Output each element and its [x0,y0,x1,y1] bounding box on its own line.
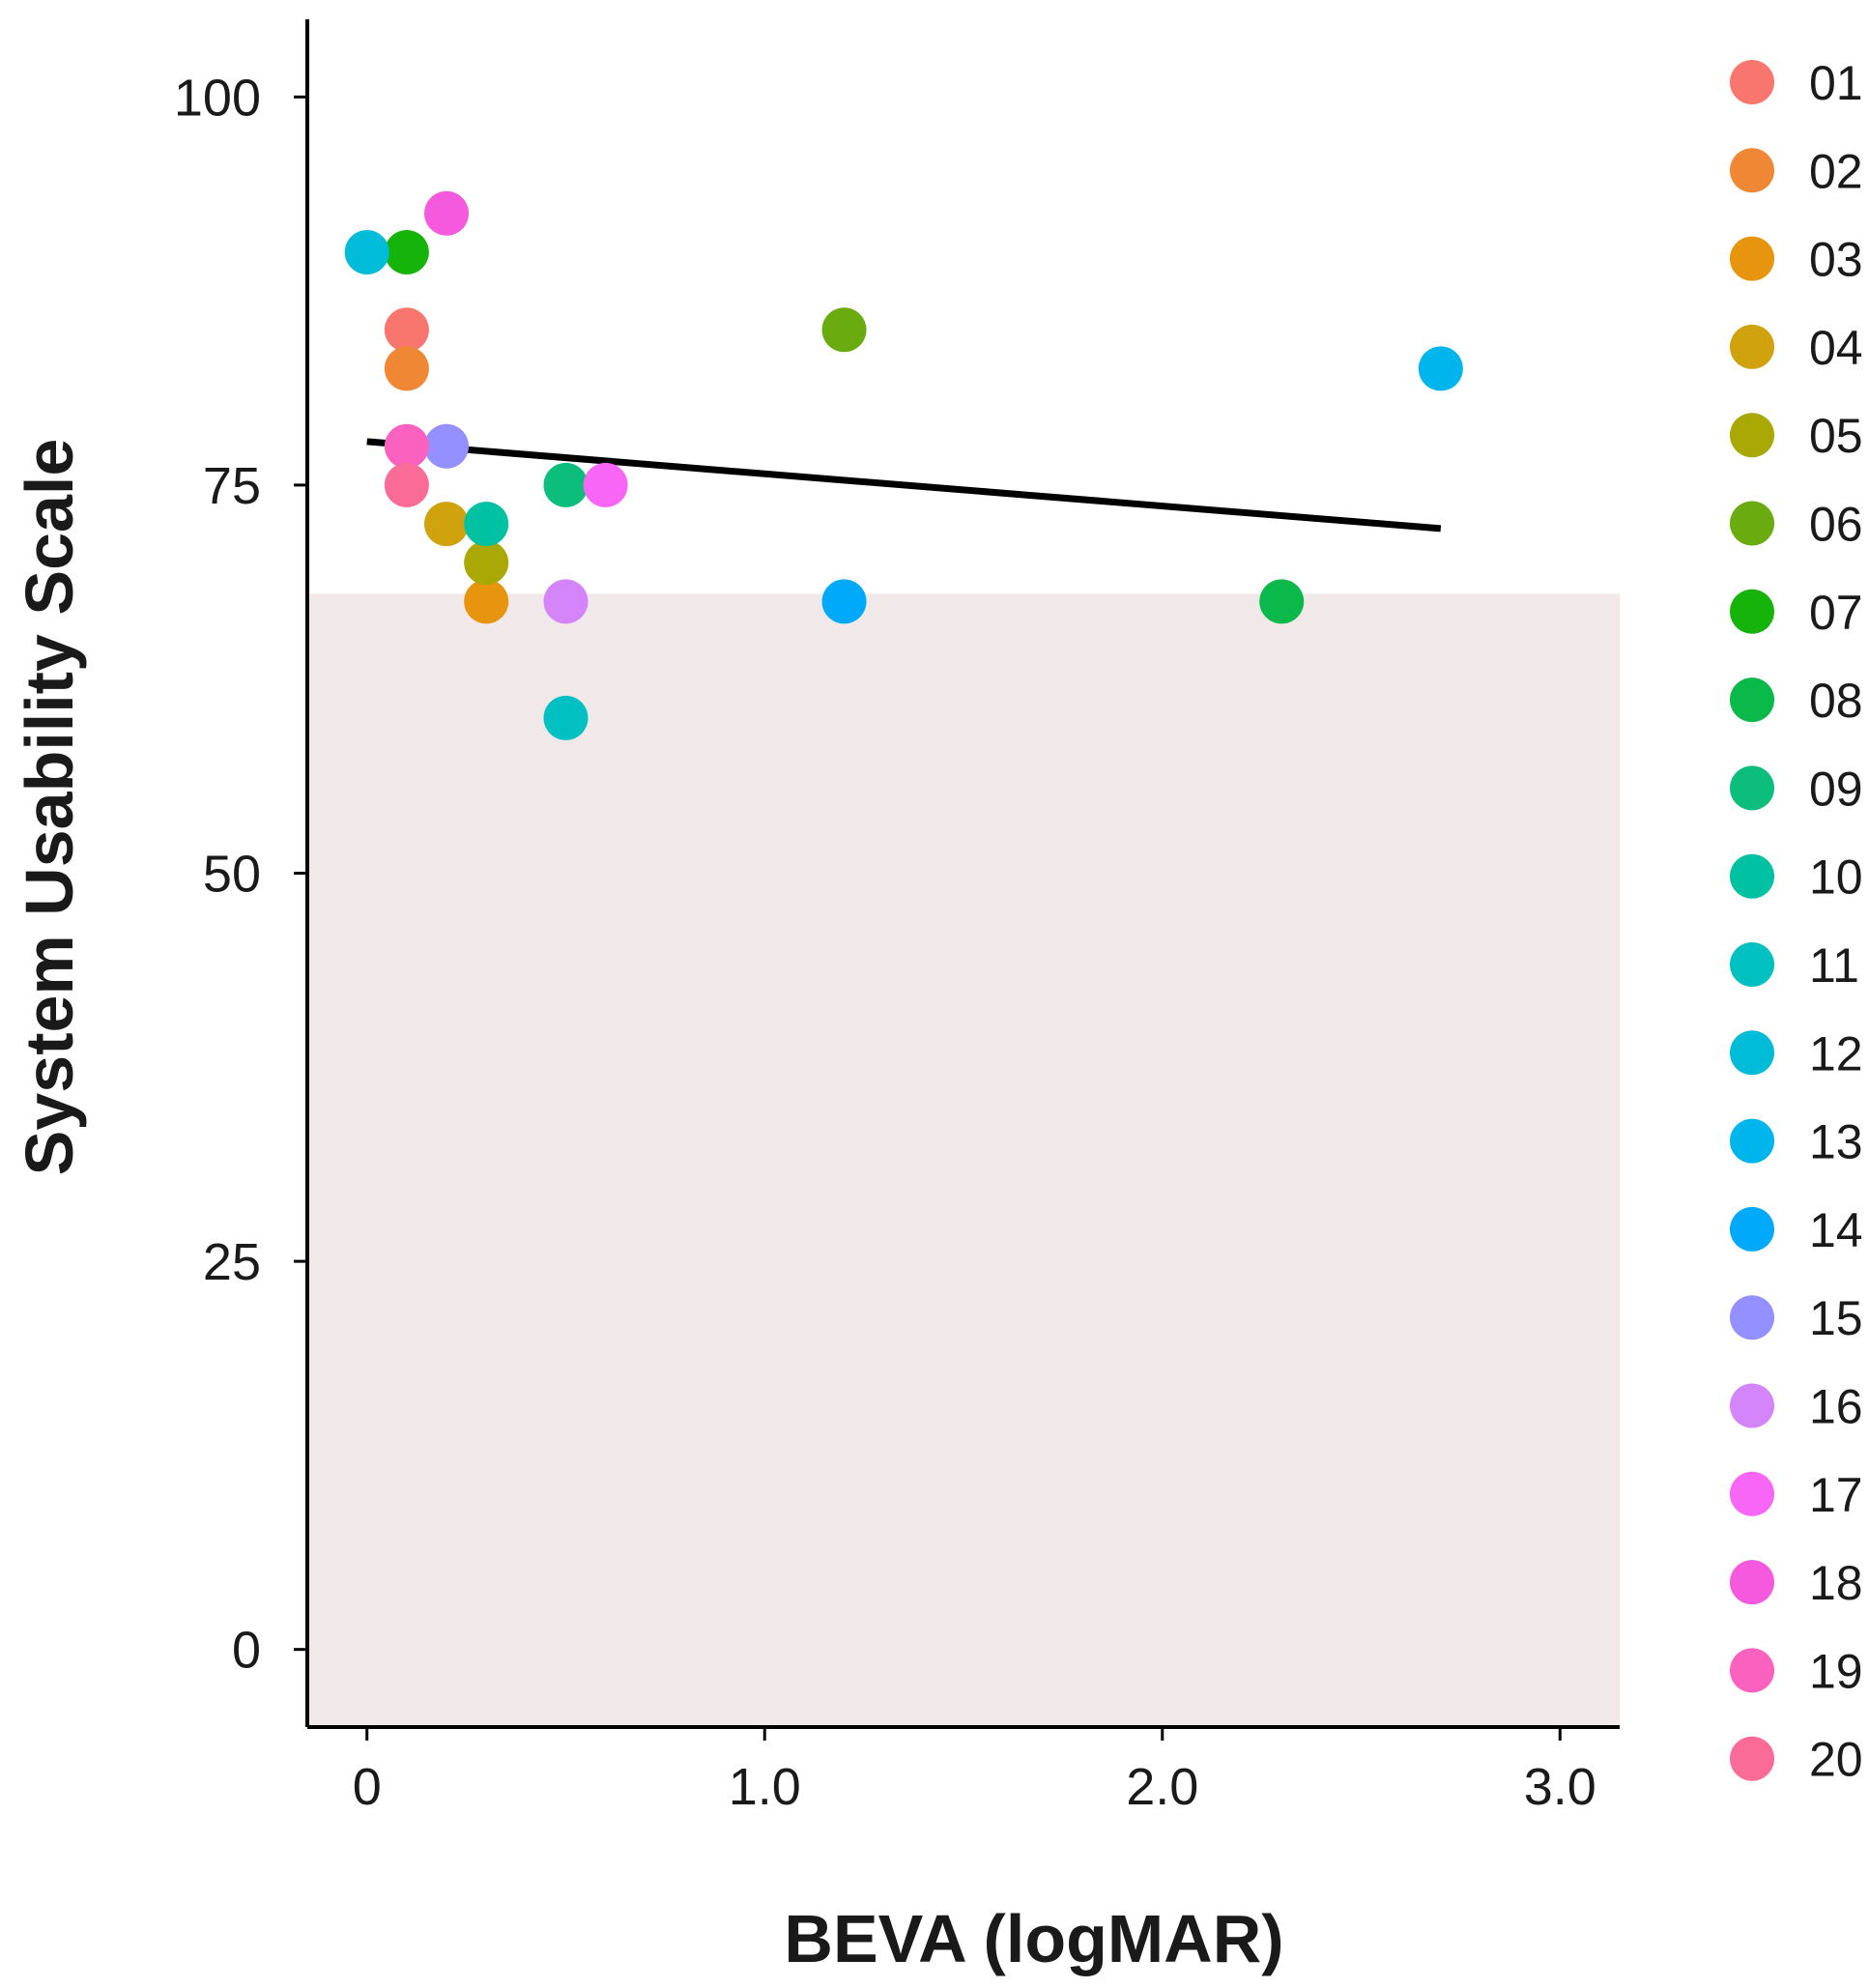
legend-label: 01 [1809,56,1863,110]
data-point [583,462,628,507]
y-axis-title: System Usability Scale [12,439,87,1176]
data-point [821,307,867,353]
legend-label: 18 [1809,1556,1863,1610]
data-point [424,190,470,236]
axes-layer: 0 25 50 75 100 0 1.0 2.0 3.0 [174,19,1620,1816]
legend-marker [1730,1383,1774,1428]
legend-label: 06 [1809,498,1863,552]
legend-label: 03 [1809,233,1863,287]
legend-label: 17 [1809,1468,1863,1522]
data-point [1259,579,1305,624]
data-point [821,579,867,624]
shaded-region [307,593,1620,1728]
data-point [1418,346,1463,391]
legend-label: 12 [1809,1026,1863,1080]
legend: 01 02 03 04 05 06 07 08 09 10 11 12 13 14 15 16 17 18 19 20 [1730,56,1863,1787]
legend-marker [1730,853,1774,899]
legend-label: 02 [1809,144,1863,198]
legend-marker [1730,1471,1774,1516]
legend-label: 14 [1809,1203,1863,1257]
data-point [464,540,509,586]
y-tick-label: 0 [232,1622,261,1680]
data-point [384,346,429,391]
data-point [424,502,470,547]
legend-label: 19 [1809,1644,1863,1698]
legend-label: 13 [1809,1115,1863,1169]
data-point [543,579,589,624]
data-point [384,229,429,274]
legend-marker [1730,765,1774,811]
legend-marker [1730,1736,1774,1781]
legend-marker [1730,501,1774,546]
y-tick-label: 25 [203,1233,261,1291]
data-point [344,229,389,274]
legend-label: 09 [1809,762,1863,816]
legend-marker [1730,236,1774,281]
legend-marker [1730,677,1774,723]
x-tick-label: 2.0 [1126,1758,1198,1816]
legend-label: 04 [1809,321,1863,375]
data-point [464,502,509,547]
legend-marker [1730,1560,1774,1605]
data-point [384,307,429,353]
x-tick-label: 0 [353,1758,382,1816]
legend-marker [1730,1295,1774,1340]
x-tick-label: 3.0 [1524,1758,1596,1816]
data-point [384,462,429,507]
legend-label: 08 [1809,674,1863,728]
legend-label: 16 [1809,1380,1863,1434]
data-point [543,695,589,740]
legend-label: 07 [1809,586,1863,640]
data-points-layer [344,190,1463,740]
legend-label: 05 [1809,409,1863,463]
y-tick-label: 100 [174,69,261,127]
y-tick-label: 75 [203,457,261,515]
legend-marker [1730,413,1774,458]
legend-label: 11 [1809,938,1859,993]
data-point [424,423,470,469]
legend-marker [1730,1118,1774,1164]
x-tick-label: 1.0 [729,1758,801,1816]
legend-marker [1730,1648,1774,1693]
legend-marker [1730,324,1774,369]
shaded-region-layer [307,593,1620,1728]
legend-label: 10 [1809,850,1863,905]
legend-marker [1730,60,1774,104]
trend-line [366,438,1442,533]
legend-marker [1730,1206,1774,1252]
data-point [543,462,589,507]
y-tick-label: 50 [203,846,261,904]
legend-label: 15 [1809,1291,1863,1345]
legend-label: 20 [1809,1733,1863,1787]
legend-marker [1730,1030,1774,1076]
data-point [464,579,509,624]
data-point [384,423,429,469]
x-axis-title: BEVA (logMAR) [784,1901,1283,1976]
legend-marker [1730,148,1774,193]
trend-line-layer [366,438,1442,533]
legend-marker [1730,589,1774,634]
legend-marker [1730,942,1774,987]
